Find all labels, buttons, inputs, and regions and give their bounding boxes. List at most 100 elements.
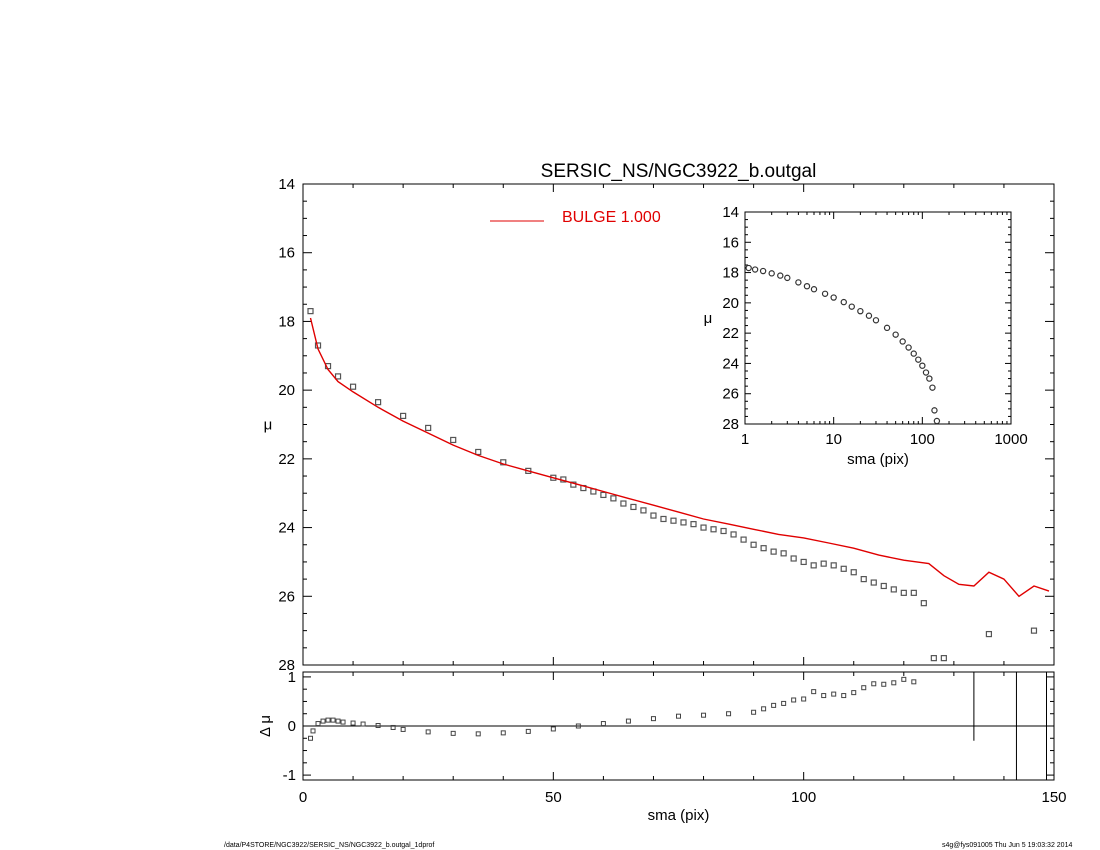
inset-y-tick-label: 16 [722, 234, 739, 251]
residual-data-point [625, 718, 631, 724]
inset-data-point [919, 362, 926, 369]
inset-y-tick-label: 20 [722, 295, 739, 312]
inset-data-point [830, 294, 837, 301]
main-data-point [720, 527, 727, 535]
main-y-tick-label: 28 [278, 657, 295, 674]
inset-data-point [803, 283, 811, 290]
residual-x-tick-label: 0 [299, 789, 307, 806]
main-data-point [400, 412, 407, 420]
legend-label: BULGE 1.000 [562, 209, 661, 226]
residual-data-point [841, 693, 847, 699]
inset-x-tick-label: 1 [741, 431, 749, 448]
inset-data-point [784, 274, 791, 282]
inset-panel: 1 10 100 1000 14 16 18 20 22 24 26 28 sma (pix) μ [704, 204, 1028, 468]
main-data-point [640, 507, 647, 514]
main-data-point [740, 536, 747, 543]
residual-data-point [360, 721, 366, 727]
residual-x-tick-label: 100 [791, 789, 816, 806]
main-data-point [610, 495, 617, 502]
residual-data-point [751, 709, 757, 715]
residual-data-point [330, 717, 336, 723]
residual-data-point [500, 730, 506, 736]
residual-x-tick-label: 150 [1041, 789, 1066, 806]
main-y-tick-label: 26 [278, 588, 295, 605]
inset-y-tick-label: 28 [722, 416, 739, 433]
main-data-point [620, 500, 627, 507]
residual-data-point [375, 723, 381, 729]
inset-data-point [933, 417, 941, 425]
main-data-point [770, 548, 777, 555]
residual-data-point [340, 719, 346, 725]
residual-data-point [851, 690, 857, 696]
inset-y-axis-label: μ [704, 310, 713, 327]
main-data-point [860, 576, 867, 583]
main-y-tick-label: 16 [278, 245, 295, 262]
residual-data-point [335, 718, 341, 724]
inset-y-tick-label: 18 [722, 265, 739, 282]
main-data-point [1030, 627, 1038, 634]
main-data-point [730, 531, 737, 538]
main-data-point [600, 491, 607, 499]
main-data-point [850, 569, 857, 576]
main-data-point [985, 630, 993, 638]
bulge-model-line [309, 317, 1050, 598]
inset-data-point [848, 303, 855, 310]
x-axis-label: sma (pix) [648, 807, 710, 824]
residual-x-tick-label: 50 [545, 789, 562, 806]
residual-data-point [781, 700, 787, 706]
residual-y-tick-label: 0 [288, 718, 296, 735]
main-data-point [710, 526, 717, 533]
residual-y-tick-label: 1 [288, 669, 296, 686]
residual-data-point [325, 717, 331, 723]
residual-data-point [350, 720, 356, 726]
main-y-tick-label: 20 [278, 382, 295, 399]
residual-y-tick-label: -1 [283, 767, 296, 784]
inset-data-point [795, 279, 802, 286]
inset-data-point [926, 375, 933, 382]
main-data-point [307, 308, 314, 315]
residual-data-point [390, 724, 396, 730]
residual-data-point [525, 728, 531, 734]
main-y-tick-label: 24 [278, 520, 295, 537]
residual-data-point [891, 680, 897, 686]
main-data-point [870, 579, 877, 586]
main-data-point [890, 586, 897, 593]
residual-data-point [871, 681, 877, 687]
residual-data-point [701, 712, 707, 718]
inset-data-point [751, 266, 759, 273]
main-data-point [880, 582, 887, 590]
main-data-point [900, 589, 907, 596]
main-data-point [700, 524, 707, 531]
main-data-point [910, 589, 917, 596]
inset-data-point [857, 307, 864, 315]
main-data-point [830, 562, 837, 569]
residual-data-point [310, 728, 316, 734]
main-data-point [349, 383, 357, 390]
main-data-point [940, 655, 947, 662]
main-data-point [690, 521, 697, 528]
inset-x-axis-label: sma (pix) [847, 451, 909, 468]
main-data-point [425, 424, 432, 432]
inset-data-point [840, 298, 847, 306]
inset-data-point [910, 350, 917, 357]
inset-x-tick-label: 100 [910, 431, 935, 448]
footer-timestamp: s4g@fys091005 Thu Jun 5 19:03:32 2014 [942, 842, 1073, 849]
inset-data-point [922, 369, 930, 376]
inset-data-point [905, 344, 912, 351]
residual-data-point [761, 706, 767, 712]
main-panel: 14 16 18 20 22 24 26 28 SERSIC_NS/NGC3922_b.outg… [264, 161, 1055, 674]
chart-title: SERSIC_NS/NGC3922_b.outgal [541, 161, 817, 182]
residual-data-point [475, 731, 481, 737]
main-data-point [680, 519, 687, 526]
main-data-point [810, 562, 817, 569]
main-data-point [780, 550, 787, 557]
inset-y-tick-label: 22 [722, 325, 739, 342]
main-y-tick-label: 22 [278, 451, 295, 468]
inset-data-point [899, 338, 906, 345]
main-data-point [334, 373, 342, 380]
main-data-point [670, 517, 677, 524]
main-data-point [475, 448, 482, 456]
residual-data-point [901, 676, 907, 682]
residual-y-axis-label: Δ μ [257, 715, 274, 737]
